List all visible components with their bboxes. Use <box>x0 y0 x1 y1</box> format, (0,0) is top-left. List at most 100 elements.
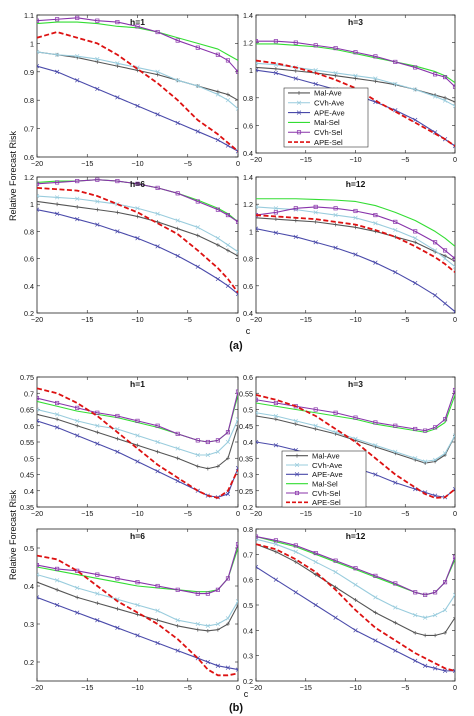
data-point-cvh-sel <box>273 400 278 406</box>
y-tick-label: 0.4 <box>24 487 34 496</box>
data-point-cvh-sel <box>293 206 298 211</box>
y-tick-label: 1.4 <box>243 173 253 182</box>
data-point-ape-ave <box>235 465 238 471</box>
data-point-cvh-ave <box>313 68 318 73</box>
series-line-cvh-ave <box>37 51 238 110</box>
data-point-cvh-ave <box>195 452 200 458</box>
y-tick-label: 0.45 <box>20 471 34 480</box>
data-point-cvh-ave <box>393 605 398 610</box>
data-point-ape-ave <box>273 443 279 448</box>
data-point-cvh-ave <box>273 206 279 211</box>
legend-marker <box>294 462 300 468</box>
y-tick-label: 1.4 <box>243 11 253 20</box>
data-point-ape-ave <box>225 283 231 288</box>
data-point-ape-ave <box>115 449 120 454</box>
series-group <box>256 534 455 674</box>
legend-entry-label: CVh-Sel <box>312 489 341 498</box>
y-tick-label: 0.8 <box>243 255 253 264</box>
y-tick-label: 0.2 <box>243 677 253 686</box>
legend-entry-label: CVh-Ave <box>312 461 342 470</box>
series-line-ape-sel <box>256 543 455 672</box>
x-tick-label: −10 <box>349 509 361 518</box>
data-point-ape-ave <box>442 301 448 306</box>
data-point-ape-ave <box>333 245 338 250</box>
data-point-ape-ave <box>195 129 200 134</box>
legend-entry-label: CVh-Sel <box>314 128 343 137</box>
data-point-cvh-ave <box>353 73 358 78</box>
data-point-cvh-sel <box>195 45 200 50</box>
series-line-cvh-ave <box>256 62 455 107</box>
data-point-ape-ave <box>75 433 80 438</box>
series-line-cvh-sel <box>37 544 238 595</box>
data-point-cvh-sel <box>75 15 80 20</box>
data-point-cvh-ave <box>452 264 455 269</box>
data-point-cvh-ave <box>393 81 398 87</box>
data-point-cvh-sel <box>413 65 418 70</box>
data-point-cvh-sel <box>393 423 398 428</box>
legend-marker <box>296 130 302 135</box>
legend-marker <box>296 100 302 105</box>
data-point-mal-ave <box>216 243 220 247</box>
data-point-ape-ave <box>135 459 140 464</box>
y-tick-label: 1.2 <box>243 200 253 209</box>
x-tick-label: −5 <box>184 315 192 324</box>
series-group <box>256 198 455 313</box>
data-point-cvh-ave <box>54 52 60 57</box>
y-tick-label: 0.65 <box>20 406 34 415</box>
y-tick-label: 0.4 <box>243 438 253 447</box>
data-point-mal-ave <box>95 601 100 605</box>
data-point-mal-ave <box>313 219 318 224</box>
data-point-ape-ave <box>373 472 378 477</box>
data-point-mal-ave <box>453 433 455 438</box>
legend-entry-label: APE-Ave <box>314 108 345 117</box>
data-point-mal-ave <box>353 598 358 602</box>
data-point-cvh-sel <box>235 542 238 547</box>
data-point-mal-ave <box>443 95 447 100</box>
legend-entry-label: Mal-Ave <box>314 89 342 98</box>
legend-entry-label: Mal-Ave <box>312 451 340 460</box>
data-point-cvh-ave <box>195 83 200 89</box>
data-point-ape-ave <box>235 667 238 672</box>
data-point-mal-ave <box>413 240 418 245</box>
data-point-ape-ave <box>225 491 231 497</box>
data-point-ape-ave <box>54 69 60 74</box>
panel-title: h=12 <box>346 531 366 541</box>
data-point-mal-ave <box>175 624 180 628</box>
y-tick-label: 0.35 <box>20 503 34 512</box>
plot-frame <box>255 176 456 314</box>
data-point-cvh-sel <box>452 554 455 559</box>
y-tick-label: 0.6 <box>24 422 34 431</box>
data-point-mal-ave <box>115 64 120 69</box>
data-point-ape-ave <box>75 217 80 222</box>
data-point-mal-ave <box>373 79 378 84</box>
data-point-cvh-sel <box>37 396 40 401</box>
legend-marker <box>294 490 300 496</box>
data-point-cvh-sel <box>195 591 200 596</box>
y-tick-label: 0.6 <box>243 121 253 130</box>
data-point-mal-ave <box>293 68 298 73</box>
data-point-cvh-sel <box>215 438 220 443</box>
data-point-mal-ave <box>274 549 278 554</box>
x-tick-label: −15 <box>300 509 312 518</box>
data-point-cvh-sel <box>273 538 278 543</box>
data-point-cvh-ave <box>175 446 180 451</box>
data-point-ape-ave <box>37 418 40 424</box>
series-line-mal-ave <box>37 200 238 257</box>
series-group <box>37 15 238 154</box>
data-point-cvh-sel <box>155 29 160 35</box>
data-point-cvh-ave <box>135 602 140 608</box>
x-tick-label: −15 <box>300 683 312 692</box>
data-point-mal-ave <box>205 628 210 633</box>
panel-title: h=1 <box>130 379 145 389</box>
data-point-ape-ave <box>442 668 448 674</box>
panel-title: h=1 <box>130 17 145 27</box>
data-point-ape-ave <box>155 640 160 646</box>
data-point-cvh-sel <box>115 179 120 184</box>
data-point-mal-ave <box>155 449 160 454</box>
y-tick-label: 0.8 <box>24 227 34 236</box>
y-tick-label: 0.6 <box>243 373 253 382</box>
data-point-cvh-sel <box>452 256 455 261</box>
data-point-cvh-sel <box>273 210 278 215</box>
data-point-ape-ave <box>423 663 428 668</box>
data-point-cvh-ave <box>413 87 418 92</box>
